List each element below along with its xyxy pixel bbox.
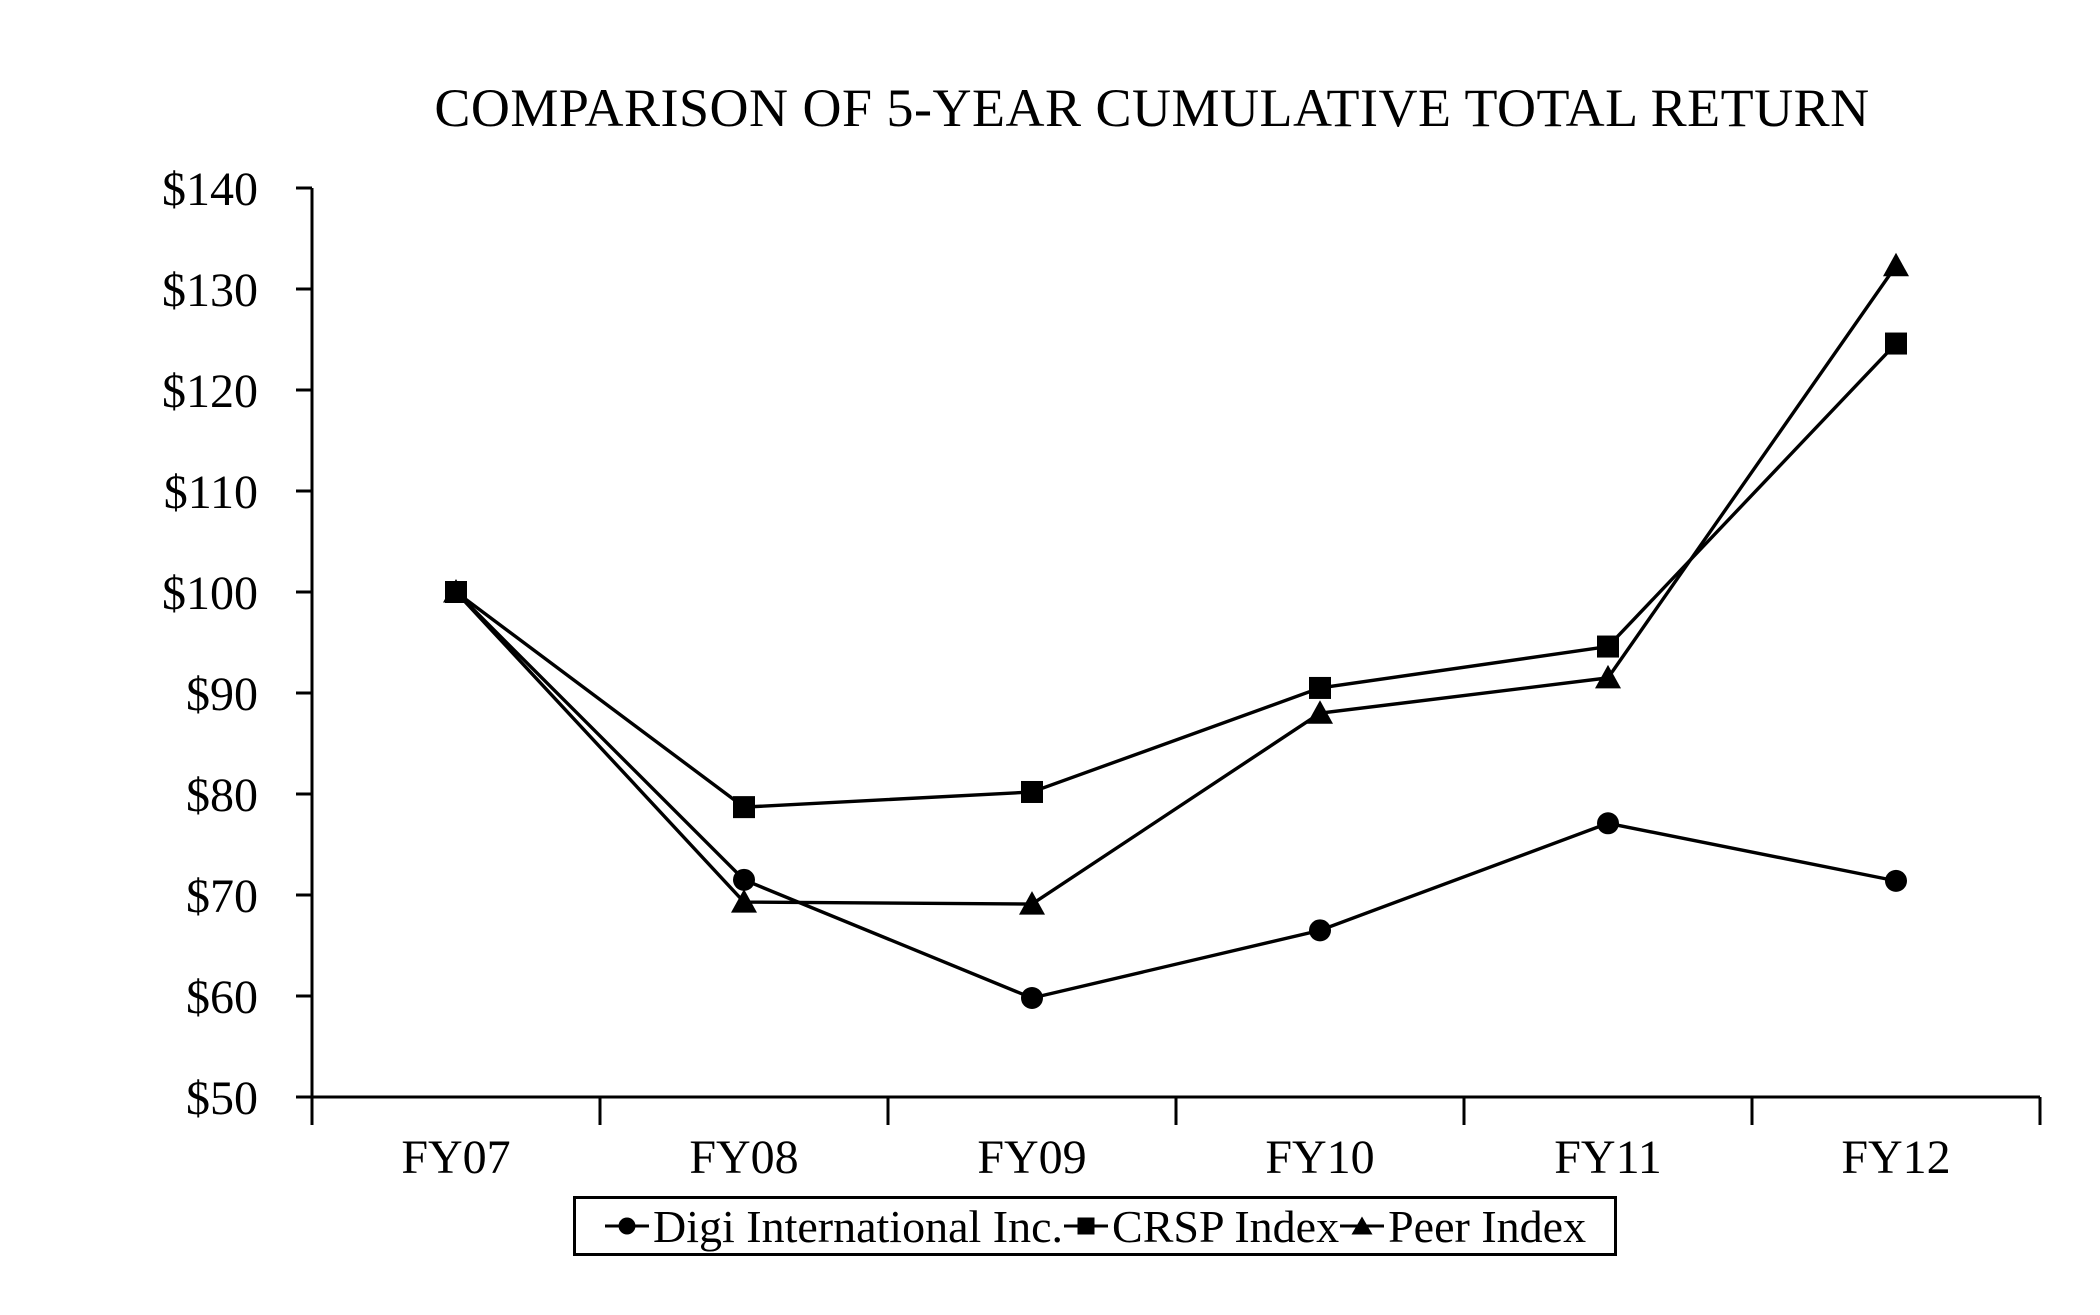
y-tick-label: $60	[186, 971, 258, 1024]
y-axis-ticks	[296, 186, 312, 1099]
y-axis-labels: $50 $60 $70 $80 $90 $100 $110 $120 $130 $140	[162, 163, 258, 1125]
x-axis-ticks	[310, 1097, 2042, 1125]
triangle-line-marker-icon	[1340, 1216, 1385, 1235]
series-line-crsp-index	[454, 342, 1898, 809]
series-markers-digi-international	[445, 581, 1907, 1010]
y-tick-label: $70	[186, 870, 258, 923]
y-tick-label: $50	[186, 1072, 258, 1125]
x-tick-label: FY12	[1841, 1131, 1950, 1184]
legend-item-digi-international: Digi International Inc.	[604, 1200, 1063, 1253]
square-line-marker-icon	[1064, 1217, 1109, 1235]
x-tick-label: FY11	[1554, 1131, 1662, 1184]
y-tick-label: $80	[186, 769, 258, 822]
legend-label-digi-international: Digi International Inc.	[653, 1200, 1064, 1252]
series-line-digi-international	[454, 590, 1897, 1000]
y-tick-label: $120	[162, 365, 258, 418]
legend-item-peer-index: Peer Index	[1339, 1200, 1586, 1253]
x-tick-label: FY08	[689, 1131, 798, 1184]
y-tick-label: $100	[162, 567, 258, 620]
y-tick-label: $130	[162, 264, 258, 317]
series-markers-crsp-index	[445, 332, 1907, 819]
series-line-peer-index	[454, 264, 1898, 906]
y-tick-label: $110	[164, 466, 258, 519]
axes	[296, 188, 2040, 1099]
legend-label-peer-index: Peer Index	[1388, 1200, 1587, 1252]
x-tick-label: FY09	[977, 1131, 1086, 1184]
y-tick-label: $140	[162, 163, 258, 216]
x-tick-label: FY10	[1265, 1131, 1374, 1184]
x-tick-label: FY07	[401, 1131, 510, 1184]
legend-box: Digi International Inc. CRSP Index Peer …	[573, 1196, 1617, 1256]
legend-label-crsp-index: CRSP Index	[1112, 1200, 1340, 1252]
chart-title: COMPARISON OF 5-YEAR CUMULATIVE TOTAL RE…	[434, 78, 1870, 138]
legend-item-crsp-index: CRSP Index	[1063, 1200, 1339, 1253]
y-tick-label: $90	[186, 668, 258, 721]
circle-line-marker-icon	[605, 1217, 649, 1235]
x-axis-labels: FY07 FY08 FY09 FY10 FY11 FY12	[401, 1131, 1950, 1184]
